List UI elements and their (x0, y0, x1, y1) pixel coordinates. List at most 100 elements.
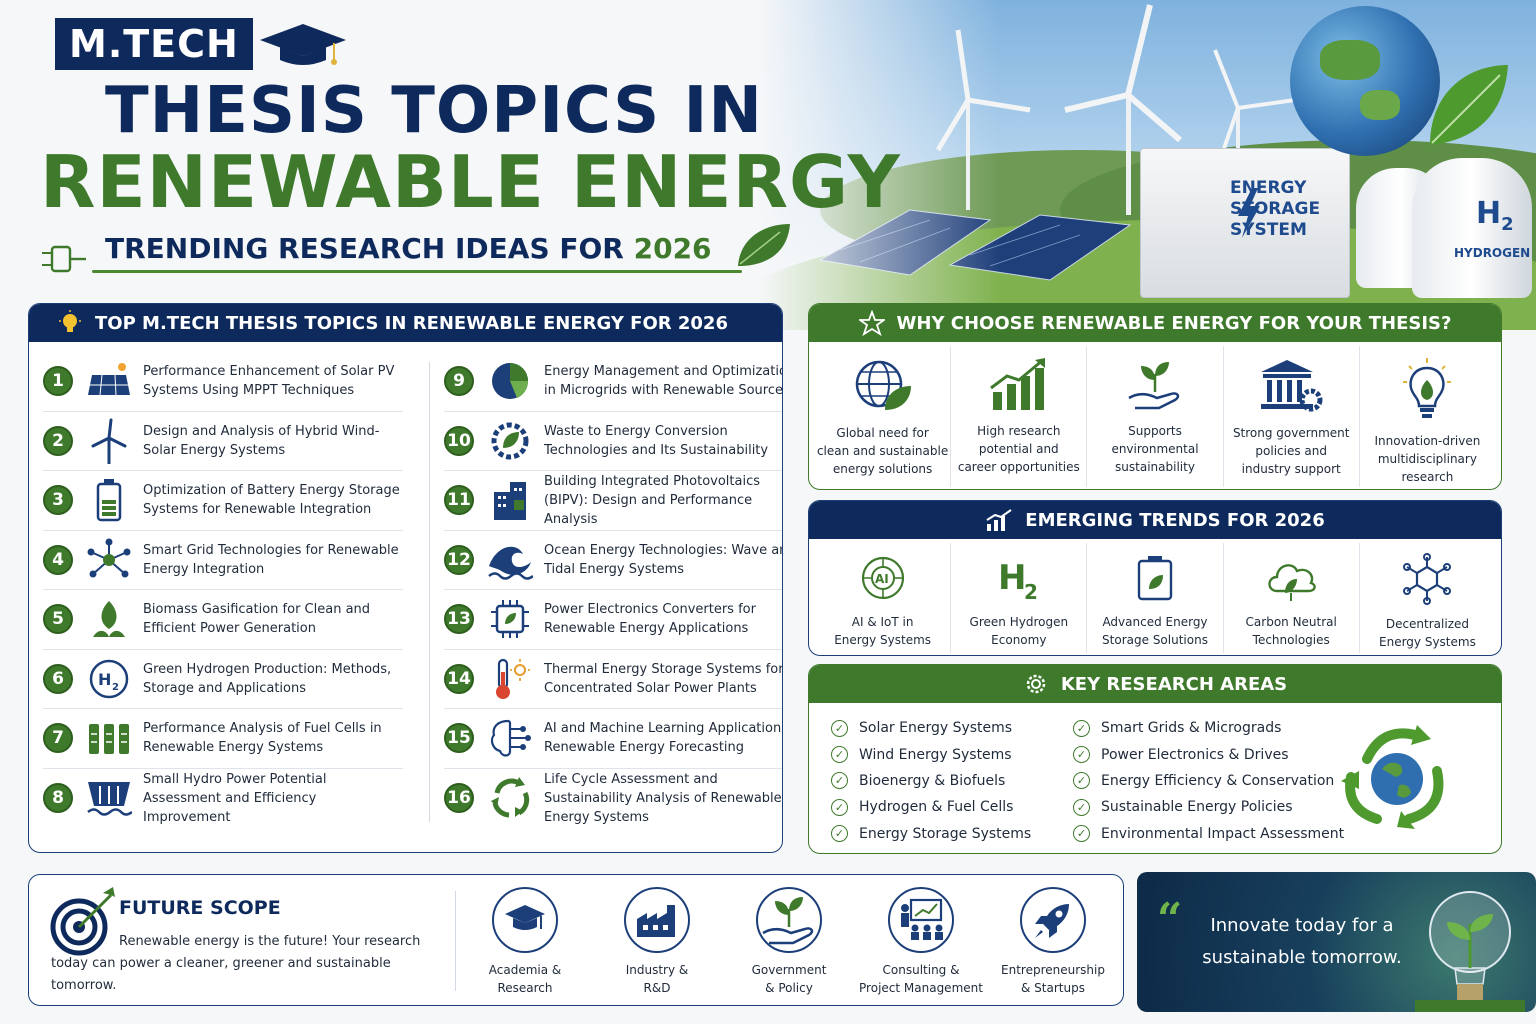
why-label-line: policies and (1255, 444, 1327, 458)
topic-item: 7 Performance Analysis of Fuel Cells in R… (43, 709, 403, 769)
trends-panel: EMERGING TRENDS FOR 2026 AI AI & IoT in En… (808, 500, 1502, 656)
why-item: Strong government policies and industry su… (1224, 346, 1360, 487)
svg-text:2: 2 (112, 682, 119, 693)
subtitle-year: 2026 (633, 232, 712, 265)
topic-item: 4 Smart Grid Technologies for Renewable E… (43, 531, 403, 590)
topic-number: 7 (43, 723, 73, 754)
trends-heading: EMERGING TRENDS FOR 2026 (1025, 509, 1325, 531)
energy-storage-container (1140, 148, 1350, 298)
topic-item: 6 H 2 Green Hydrogen Production: Methods, S… (43, 650, 403, 709)
career-label-line: Project Management (859, 981, 983, 995)
topic-number: 8 (43, 783, 73, 814)
why-label-line: Global need for (836, 426, 929, 440)
research-area-item: ✓ Smart Grids & Micrograds (1073, 715, 1344, 741)
check-icon: ✓ (1073, 798, 1090, 816)
why-label-line: multidisciplinary (1377, 452, 1477, 466)
plug-icon (42, 245, 86, 273)
leaf-illustration (1430, 65, 1508, 145)
hand-plant-icon (756, 887, 822, 953)
gear-leaf-icon (482, 418, 538, 464)
topic-text: Small Hydro Power Potential Assessment a… (143, 771, 327, 825)
why-label-line: industry support (1241, 462, 1341, 476)
topic-item: 12 Ocean Energy Technologies: Wave and Ti… (444, 531, 782, 590)
hero-section: ENERGY STORAGE SYSTEM H2 HYDROGEN M.TECH… (0, 0, 1536, 330)
chip-icon (482, 596, 538, 642)
svg-text:AI: AI (875, 572, 889, 586)
topic-item: 10 Waste to Energy Conversion Technologie… (444, 412, 782, 471)
trend-label-line: Economy (991, 633, 1047, 647)
check-icon: ✓ (831, 825, 848, 843)
areas-column-2: ✓ Smart Grids & Micrograds ✓ Power Electron… (1073, 715, 1344, 847)
recycle-globe-icon (1341, 725, 1444, 829)
check-icon: ✓ (831, 746, 848, 764)
trend-item: Advanced Energy Storage Solutions (1087, 543, 1224, 653)
career-label: Government & Policy (752, 961, 827, 997)
research-area-item: ✓ Wind Energy Systems (831, 741, 1031, 767)
career-label: Industry & R&D (626, 961, 689, 997)
career-item: Academia & Research (459, 887, 591, 997)
research-area-item: ✓ Sustainable Energy Policies (1073, 794, 1344, 820)
globe-leaf-icon (851, 358, 915, 418)
research-area-label: Energy Efficiency & Conservation (1101, 772, 1335, 789)
topics-heading: TOP M.TECH THESIS TOPICS IN RENEWABLE EN… (95, 312, 728, 334)
topic-item: 8 Small Hydro Power Potential Assessment … (43, 769, 403, 829)
why-label-line: Strong government (1232, 426, 1350, 440)
career-item: Government & Policy (723, 887, 855, 997)
hydrogen-tank-2 (1412, 158, 1532, 298)
svg-text:H: H (98, 670, 111, 689)
topic-item: 9 Energy Management and Optimization in M… (444, 352, 782, 412)
hand-plant-icon (1125, 358, 1185, 416)
target-icon (50, 887, 115, 956)
growth-chart-icon (989, 358, 1049, 416)
career-label-line: Government (751, 963, 827, 977)
research-area-label: Sustainable Energy Policies (1101, 799, 1293, 816)
subtitle: TRENDING RESEARCH IDEAS FOR 2026 (105, 232, 712, 265)
svg-text:2: 2 (1024, 580, 1038, 603)
research-area-label: Wind Energy Systems (859, 746, 1012, 763)
topic-number: 4 (43, 544, 73, 575)
topics-column-left: 1 Performance Enhancement of Solar PV Sys… (43, 352, 403, 828)
why-label-line: potential and (978, 442, 1059, 456)
why-label-line: energy solutions (832, 462, 933, 476)
why-label-line: environmental (1111, 442, 1199, 456)
areas-column-1: ✓ Solar Energy Systems ✓ Wind Energy System… (831, 715, 1031, 847)
quote-card: “ Innovate today for a sustainable tomor… (1137, 872, 1536, 1012)
trend-item: H 2 Green Hydrogen Economy (951, 543, 1088, 653)
topics-column-right: 9 Energy Management and Optimization in M… (444, 352, 783, 828)
trend-item: Carbon Neutral Technologies (1224, 543, 1360, 653)
topic-text: Smart Grid Technologies for Renewable En… (143, 542, 399, 577)
thermometer-sun-icon (482, 656, 538, 702)
why-grid: Global need for clean and sustainable ener… (809, 342, 1501, 489)
trend-label: Decentralized Energy Systems (1379, 615, 1476, 651)
career-item: Entrepreneurship & Startups (987, 887, 1119, 997)
career-label-line: Research (497, 981, 553, 995)
topic-item: 3 Optimization of Battery Energy Storage … (43, 471, 403, 531)
gear-icon (1026, 674, 1046, 694)
why-label: Supports environmental sustainability (1111, 422, 1198, 476)
career-label: Consulting & Project Management (859, 961, 983, 997)
career-label-line: Entrepreneurship (1001, 963, 1105, 977)
topic-number: 1 (43, 366, 73, 397)
career-label-line: & Policy (765, 981, 813, 995)
hero-illustration: ENERGY STORAGE SYSTEM H2 HYDROGEN (760, 0, 1536, 330)
why-label-line: Supports (1128, 424, 1182, 438)
areas-header: KEY RESEARCH AREAS (809, 665, 1501, 703)
graduation-cap-icon (260, 24, 346, 65)
building-icon (482, 477, 538, 523)
topic-text: Thermal Energy Storage Systems for Conce… (544, 661, 783, 696)
topic-text: Life Cycle Assessment and Sustainability… (544, 771, 782, 825)
why-header: WHY CHOOSE RENEWABLE ENERGY FOR YOUR THE… (809, 304, 1501, 342)
trends-header: EMERGING TRENDS FOR 2026 (809, 501, 1501, 539)
trend-label-line: Technologies (1252, 633, 1330, 647)
career-item: Consulting & Project Management (855, 887, 987, 997)
research-area-label: Bioenergy & Biofuels (859, 772, 1006, 789)
future-scope-text: Renewable energy is the future! Your res… (51, 934, 421, 993)
earth-globe-illustration (1290, 6, 1440, 156)
wind-turbine-icon (81, 418, 137, 464)
topic-item: 11 Building Integrated Photovoltaics (BIP… (444, 471, 782, 531)
topic-number: 12 (444, 544, 474, 575)
topic-text: Power Electronics Converters for Renewab… (544, 602, 756, 637)
check-icon: ✓ (1073, 719, 1090, 737)
research-area-item: ✓ Energy Storage Systems (831, 821, 1031, 847)
